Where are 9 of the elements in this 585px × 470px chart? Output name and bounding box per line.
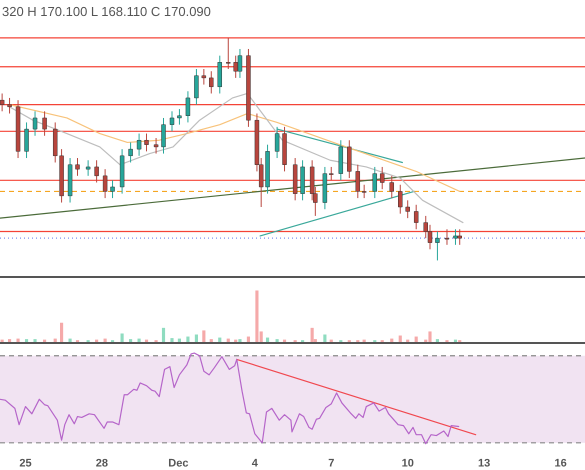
x-tick-label: 16 bbox=[554, 457, 567, 470]
x-tick-label: Dec bbox=[168, 457, 188, 470]
x-tick-label: 13 bbox=[478, 457, 490, 470]
x-tick-label: 10 bbox=[402, 457, 414, 470]
x-tick-label: 7 bbox=[328, 457, 334, 470]
x-tick-label: 4 bbox=[252, 457, 259, 470]
x-tick-label: 25 bbox=[19, 457, 32, 470]
text: 320 H 170.100 L 168.110 C 170.090 bbox=[2, 4, 211, 20]
x-tick-label: 28 bbox=[96, 457, 108, 470]
